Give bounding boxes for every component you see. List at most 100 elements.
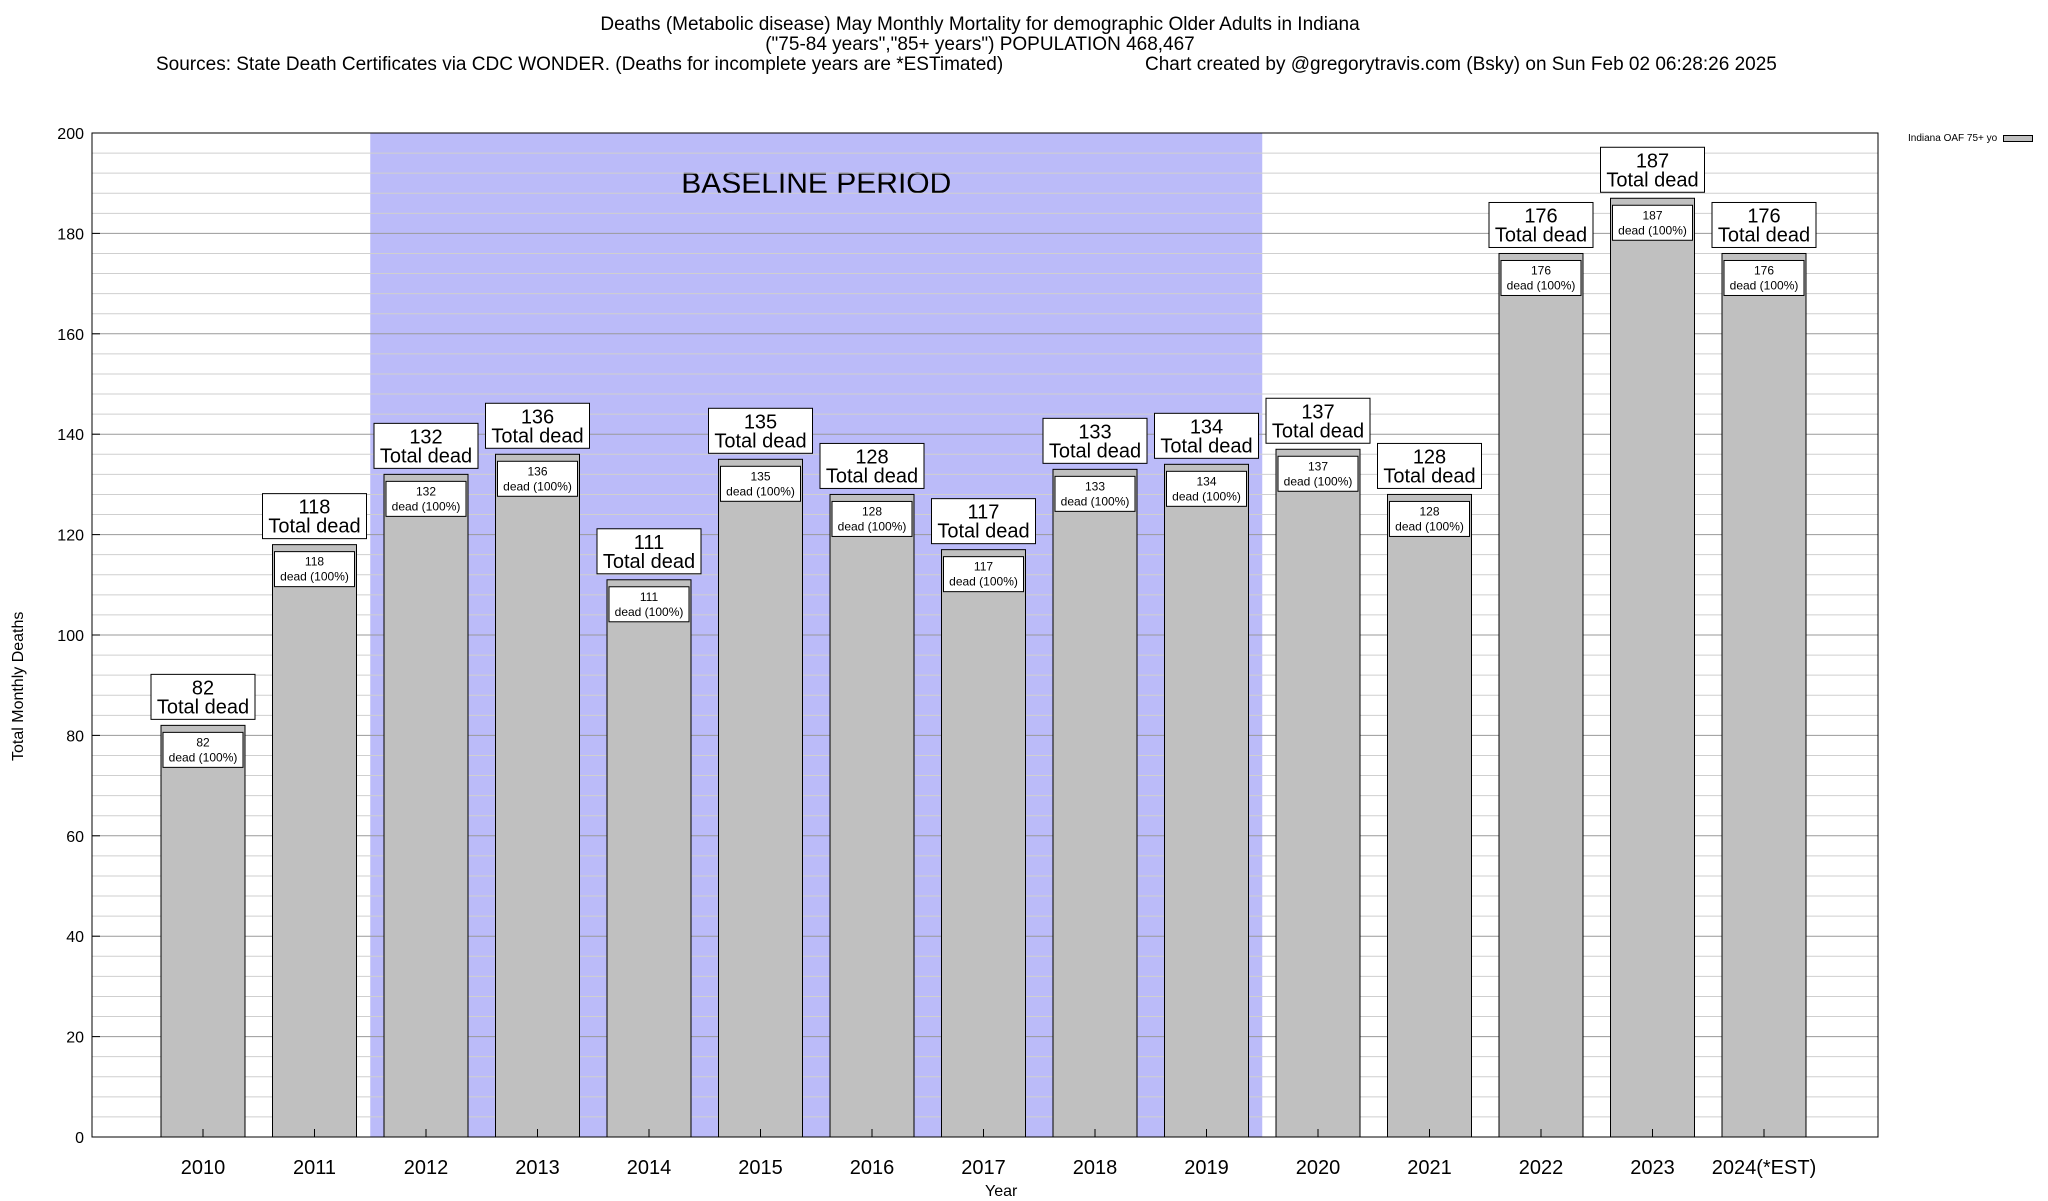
total-label-box [150, 673, 256, 720]
inner-pct-label: dead (100%) [726, 484, 795, 498]
bar [829, 493, 915, 1138]
bar [941, 549, 1026, 1138]
bar [1610, 197, 1695, 1138]
total-value-label: 132 [409, 426, 442, 448]
total-label-box [931, 498, 1036, 545]
total-dead-label: Total dead [157, 696, 249, 718]
baseline-period-label: BASELINE PERIOD [681, 167, 951, 200]
total-dead-label: Total dead [491, 425, 583, 447]
y-tick-label: 120 [57, 528, 84, 545]
bar [718, 458, 803, 1138]
inner-value-label: 128 [862, 504, 882, 518]
total-dead-label: Total dead [1160, 435, 1252, 457]
inner-value-label: 134 [1196, 474, 1216, 488]
inner-label-box [1500, 259, 1582, 296]
x-tick-label: 2018 [1073, 1157, 1118, 1179]
total-value-label: 136 [521, 406, 554, 428]
total-dead-label: Total dead [268, 516, 360, 538]
x-tick-label: 2010 [181, 1157, 226, 1179]
x-tick-label: 2015 [738, 1157, 783, 1179]
y-tick-label: 20 [66, 1030, 84, 1047]
x-tick-label: 2013 [515, 1157, 560, 1179]
inner-value-label: 111 [640, 590, 659, 604]
total-dead-label: Total dead [714, 430, 806, 452]
inner-value-label: 137 [1308, 459, 1328, 473]
bar [1498, 252, 1584, 1138]
y-tick-label: 0 [75, 1130, 84, 1147]
total-label-box [1265, 397, 1371, 444]
total-dead-label: Total dead [1718, 224, 1810, 246]
y-tick-label: 140 [57, 427, 84, 444]
inner-value-label: 117 [974, 560, 993, 574]
y-axis-label: Total Monthly Deaths [10, 611, 27, 761]
inner-pct-label: dead (100%) [949, 575, 1018, 589]
chart-subtitle: ("75-84 years","85+ years") POPULATION 4… [765, 34, 1195, 55]
total-dead-label: Total dead [1272, 420, 1364, 442]
bar [272, 544, 357, 1138]
inner-label-box [385, 480, 467, 517]
y-tick-label: 180 [57, 226, 84, 243]
bar [1164, 463, 1249, 1138]
inner-pct-label: dead (100%) [392, 499, 461, 513]
total-dead-label: Total dead [603, 551, 695, 573]
inner-label-box [497, 460, 578, 497]
total-value-label: 187 [1636, 150, 1669, 172]
total-label-box [1600, 146, 1705, 193]
bar [160, 724, 246, 1138]
inner-value-label: 132 [416, 484, 436, 498]
total-value-label: 118 [299, 497, 331, 519]
bar [495, 453, 580, 1138]
total-label-box [596, 528, 702, 575]
total-value-label: 135 [744, 411, 777, 433]
bar [606, 579, 692, 1138]
total-value-label: 128 [855, 446, 888, 468]
total-dead-label: Total dead [380, 445, 472, 467]
legend: Indiana OAF 75+ yo [1908, 133, 2034, 144]
total-label-box [373, 422, 479, 469]
bar [1275, 448, 1361, 1138]
inner-label-box [608, 586, 690, 623]
total-value-label: 128 [1413, 446, 1446, 468]
x-tick-label: 2024(*EST) [1712, 1157, 1817, 1179]
inner-label-box [1277, 455, 1359, 492]
total-value-label: 117 [968, 502, 1000, 524]
total-dead-label: Total dead [1049, 440, 1141, 462]
x-tick-label: 2019 [1184, 1157, 1229, 1179]
inner-pct-label: dead (100%) [838, 519, 907, 533]
total-value-label: 176 [1747, 205, 1780, 227]
y-tick-label: 100 [57, 628, 84, 645]
inner-value-label: 133 [1085, 479, 1105, 493]
total-value-label: 176 [1524, 205, 1557, 227]
total-label-box [819, 442, 925, 489]
total-value-label: 133 [1078, 421, 1111, 443]
inner-pct-label: dead (100%) [1507, 278, 1576, 292]
inner-label-box [831, 500, 913, 537]
inner-pct-label: dead (100%) [615, 605, 684, 619]
inner-value-label: 82 [196, 735, 210, 749]
x-tick-label: 2017 [961, 1157, 1006, 1179]
legend-label: Indiana OAF 75+ yo [1908, 133, 1998, 144]
inner-pct-label: dead (100%) [1061, 494, 1130, 508]
total-dead-label: Total dead [1495, 224, 1587, 246]
total-label-box [485, 402, 590, 449]
y-tick-label: 160 [57, 327, 84, 344]
x-tick-label: 2012 [404, 1157, 449, 1179]
total-value-label: 82 [192, 677, 214, 699]
inner-value-label: 176 [1531, 263, 1551, 277]
total-value-label: 111 [634, 532, 664, 554]
inner-pct-label: dead (100%) [1395, 519, 1464, 533]
total-value-label: 137 [1301, 401, 1334, 423]
inner-value-label: 118 [305, 555, 324, 569]
inner-label-box [274, 551, 355, 588]
bar [1387, 493, 1472, 1138]
total-label-box [1154, 412, 1259, 459]
total-label-box [262, 493, 367, 540]
y-tick-label: 80 [66, 728, 84, 745]
x-tick-label: 2023 [1630, 1157, 1675, 1179]
legend-swatch [2003, 134, 2034, 142]
y-tick-label: 200 [57, 126, 84, 143]
chart-title: Deaths (Metabolic disease) May Monthly M… [600, 14, 1360, 35]
total-value-label: 134 [1190, 416, 1223, 438]
inner-pct-label: dead (100%) [1730, 278, 1799, 292]
chart-sources: Sources: State Death Certificates via CD… [156, 54, 1004, 75]
